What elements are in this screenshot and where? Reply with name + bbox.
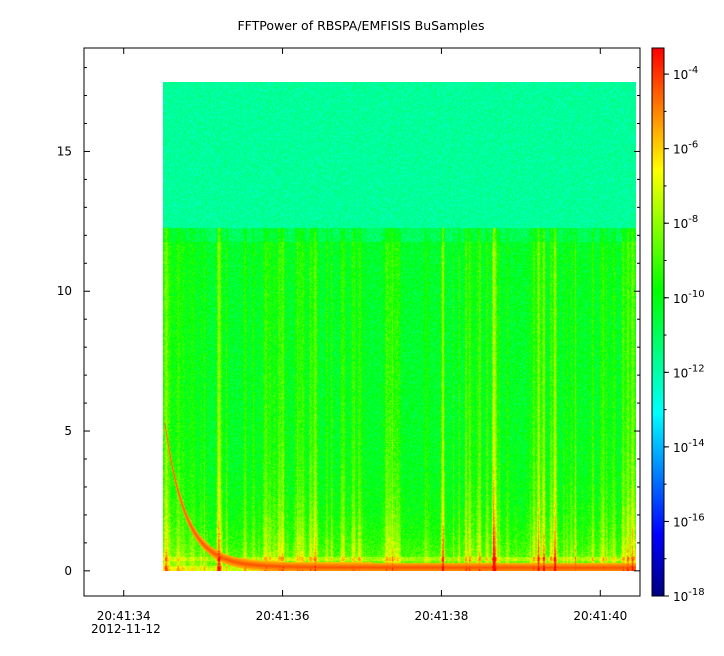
colorbar: [652, 48, 664, 596]
x-tick-label: 20:41:36: [256, 609, 310, 623]
x-axis: 20:41:34 20:41:36 20:41:38 20:41:40: [97, 48, 627, 623]
colorbar-tick-label: 10-4: [673, 65, 698, 82]
chart-title: FFTPower of RBSPA/EMFISIS BuSamples: [237, 18, 484, 33]
colorbar-frame: [651, 47, 665, 597]
colorbar-tick-label: 10-14: [673, 438, 705, 455]
x-tick-label: 20:41:40: [573, 609, 627, 623]
colorbar-tick-label: 10-12: [673, 363, 705, 380]
colorbar-tick-label: 10-18: [673, 587, 705, 604]
y-tick-label: 10: [57, 284, 72, 298]
colorbar-tick-label: 10-10: [673, 289, 705, 306]
y-tick-label: 5: [64, 424, 72, 438]
x-axis-date-label: 2012-11-12: [91, 622, 161, 636]
y-tick-label: 0: [64, 564, 72, 578]
spectrogram-image: [163, 82, 636, 571]
y-axis: 0 5 10 15: [57, 67, 640, 578]
x-tick-label: 20:41:34: [97, 609, 151, 623]
x-tick-label: 20:41:38: [414, 609, 468, 623]
colorbar-axis: 10-4 10-6 10-8 10-10 10-12 10-14 10-16 10-18: [664, 65, 705, 604]
colorbar-tick-label: 10-6: [673, 140, 698, 157]
colorbar-tick-label: 10-8: [673, 214, 698, 231]
y-tick-label: 15: [57, 144, 72, 158]
colorbar-tick-label: 10-16: [673, 512, 705, 529]
